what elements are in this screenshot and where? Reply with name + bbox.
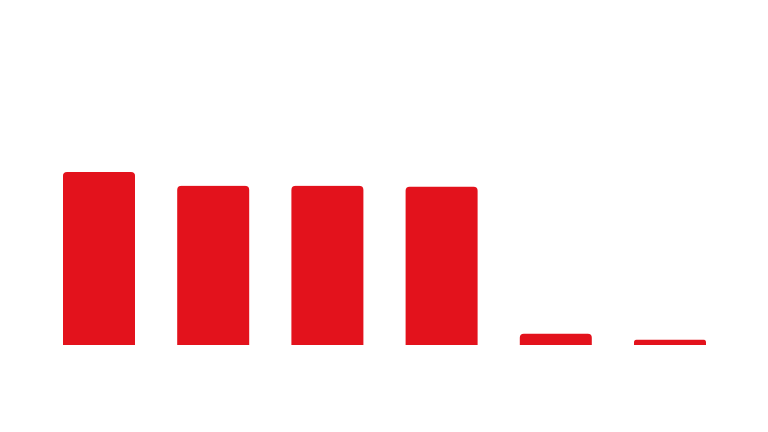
bar-4 xyxy=(405,186,478,345)
bar-2 xyxy=(177,185,250,345)
bar-6 xyxy=(634,339,706,345)
bar-5 xyxy=(519,333,592,345)
bars-group xyxy=(63,172,706,345)
bar-1 xyxy=(63,172,135,345)
bar-3 xyxy=(291,185,364,345)
